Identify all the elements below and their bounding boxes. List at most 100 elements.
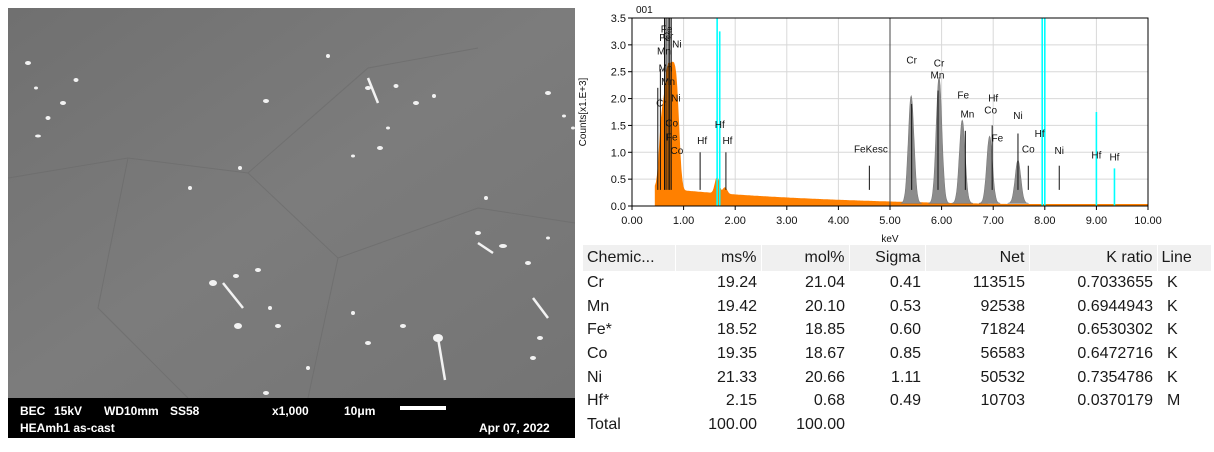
spectrum-markers	[657, 18, 1116, 206]
table-row[interactable]: Cr 19.24 21.04 0.41 113515 0.7033655 K	[583, 271, 1211, 295]
col-header-sigma[interactable]: Sigma	[849, 245, 926, 271]
peak-label: Mn	[657, 47, 671, 58]
cell-sigma: 0.53	[889, 297, 921, 315]
cell-element: Ni	[587, 368, 603, 386]
x-axis-label: keV	[881, 234, 899, 244]
cell-element: Total	[587, 415, 621, 433]
spectrum-fills	[654, 18, 1149, 207]
col-header-k-ratio[interactable]: K ratio	[1029, 245, 1158, 271]
y-tick-label: 1.5	[611, 120, 626, 132]
peak-label: Fe	[666, 132, 678, 143]
peak-label: Co	[665, 119, 678, 130]
table-row-total[interactable]: Total 100.00 100.00	[583, 413, 1211, 437]
cell-ms-percent: 2.15	[725, 392, 757, 410]
k-line-peak	[928, 77, 950, 204]
cell-sigma: 0.49	[889, 392, 921, 410]
cell-net: 71824	[980, 321, 1026, 339]
cell-net: 92538	[980, 297, 1026, 315]
sem-spot-size: SS58	[170, 404, 200, 418]
cell-sigma: 0.41	[889, 273, 921, 291]
peak-label: Mn	[960, 109, 974, 120]
peak-label: Mn	[661, 77, 675, 88]
cell-sigma: 0.60	[889, 321, 921, 339]
cell-line	[1157, 413, 1211, 437]
cell-ms-percent: 18.52	[716, 321, 757, 339]
x-tick-label: 0.00	[621, 215, 642, 227]
cell-mol-percent: 20.10	[804, 297, 845, 315]
table-header-row: Chemic... ms% mol% Sigma Net K ratio Lin…	[583, 245, 1212, 271]
cell-mol-percent: 18.85	[804, 321, 845, 339]
table-row[interactable]: Mn 19.42 20.10 0.53 92538 0.6944943 K	[583, 295, 1211, 319]
cell-sigma	[849, 413, 925, 437]
sem-sample-name: HEAmh1 as-cast	[20, 421, 115, 435]
sem-info-bar: BEC 15kV WD10mm SS58 x1,000 10μm HEAmh1 …	[8, 398, 575, 438]
peak-label: Fe	[659, 33, 671, 44]
spectrum-axes: 0.00 1.00 2.00 3.00 4.00 5.00 6.00 7.00 8.00 9.00…	[578, 5, 1162, 244]
cell-sigma: 1.11	[891, 368, 921, 386]
cell-ms-percent: 100.00	[708, 415, 757, 433]
sem-voltage: 15kV	[54, 404, 83, 418]
cell-element: Hf*	[587, 392, 610, 410]
peak-label: Cr	[906, 56, 917, 67]
table-row[interactable]: Fe* 18.52 18.85 0.60 71824 0.6530302 K	[583, 318, 1211, 342]
sem-date: Apr 07, 2022	[479, 421, 550, 435]
scale-bar	[400, 406, 446, 410]
table-row[interactable]: Hf* 2.15 0.68 0.49 10703 0.0370179 M	[583, 389, 1211, 413]
cell-k-ratio: 0.0370179	[1077, 392, 1153, 410]
col-header-net[interactable]: Net	[925, 245, 1030, 271]
x-tick-label: 9.00	[1086, 215, 1107, 227]
peak-label: FeKesc	[854, 144, 888, 155]
sem-working-distance: WD10mm	[104, 404, 159, 418]
k-line-peak	[978, 135, 1001, 204]
cell-k-ratio: 0.6944943	[1077, 297, 1153, 315]
cell-line: K	[1167, 273, 1178, 291]
cell-mol-percent: 0.68	[813, 392, 845, 410]
cell-k-ratio: 0.6472716	[1077, 344, 1153, 362]
cell-net: 56583	[980, 344, 1026, 362]
cell-line: K	[1167, 344, 1178, 362]
cell-net	[925, 413, 1029, 437]
table-row[interactable]: Co 19.35 18.67 0.85 56583 0.6472716 K	[583, 342, 1211, 366]
peak-label: Co	[1022, 144, 1035, 155]
peak-label: Cr	[656, 99, 667, 110]
sem-mode: BEC	[20, 404, 46, 418]
cell-ms-percent: 19.42	[716, 297, 757, 315]
cell-net: 113515	[972, 273, 1025, 291]
cell-element: Fe*	[587, 321, 612, 339]
y-tick-label: 3.0	[611, 40, 626, 52]
peak-label: Ni	[1013, 111, 1022, 122]
cell-ms-percent: 19.24	[716, 273, 757, 291]
y-tick-label: 0.0	[611, 201, 626, 213]
col-header-mol-percent[interactable]: mol%	[761, 245, 850, 271]
x-tick-label: 3.00	[776, 215, 797, 227]
table-row[interactable]: Ni 21.33 20.66 1.11 50532 0.7354786 K	[583, 366, 1211, 390]
col-header-ms-percent[interactable]: ms%	[675, 245, 762, 271]
col-header-line[interactable]: Line	[1157, 245, 1212, 271]
cell-ms-percent: 19.35	[716, 344, 757, 362]
peak-label: Co	[670, 146, 683, 157]
cell-line: M	[1167, 392, 1181, 410]
x-tick-label: 7.00	[982, 215, 1003, 227]
y-tick-label: 0.5	[611, 174, 626, 186]
col-header-chemical[interactable]: Chemic...	[583, 245, 676, 271]
x-tick-label: 10.00	[1134, 215, 1162, 227]
peak-label: Mn	[659, 64, 673, 75]
microstructure-graphic	[8, 8, 575, 398]
cell-mol-percent: 20.66	[804, 368, 845, 386]
peak-label: Hf	[1035, 129, 1045, 140]
cell-line: K	[1167, 297, 1178, 315]
peak-label: Mn	[931, 71, 945, 82]
peak-label: Cr	[663, 31, 674, 42]
peak-label: Ni	[1055, 146, 1064, 157]
k-line-peak	[951, 119, 974, 204]
cell-k-ratio: 0.6530302	[1077, 321, 1153, 339]
peak-label: Co	[984, 106, 997, 117]
x-tick-label: 4.00	[828, 215, 849, 227]
cell-element: Mn	[587, 297, 610, 315]
peak-label: Cr	[934, 58, 945, 69]
y-tick-label: 1.0	[611, 147, 626, 159]
cell-element: Co	[587, 344, 608, 362]
cell-sigma: 0.85	[889, 344, 921, 362]
cell-k-ratio	[1029, 413, 1157, 437]
